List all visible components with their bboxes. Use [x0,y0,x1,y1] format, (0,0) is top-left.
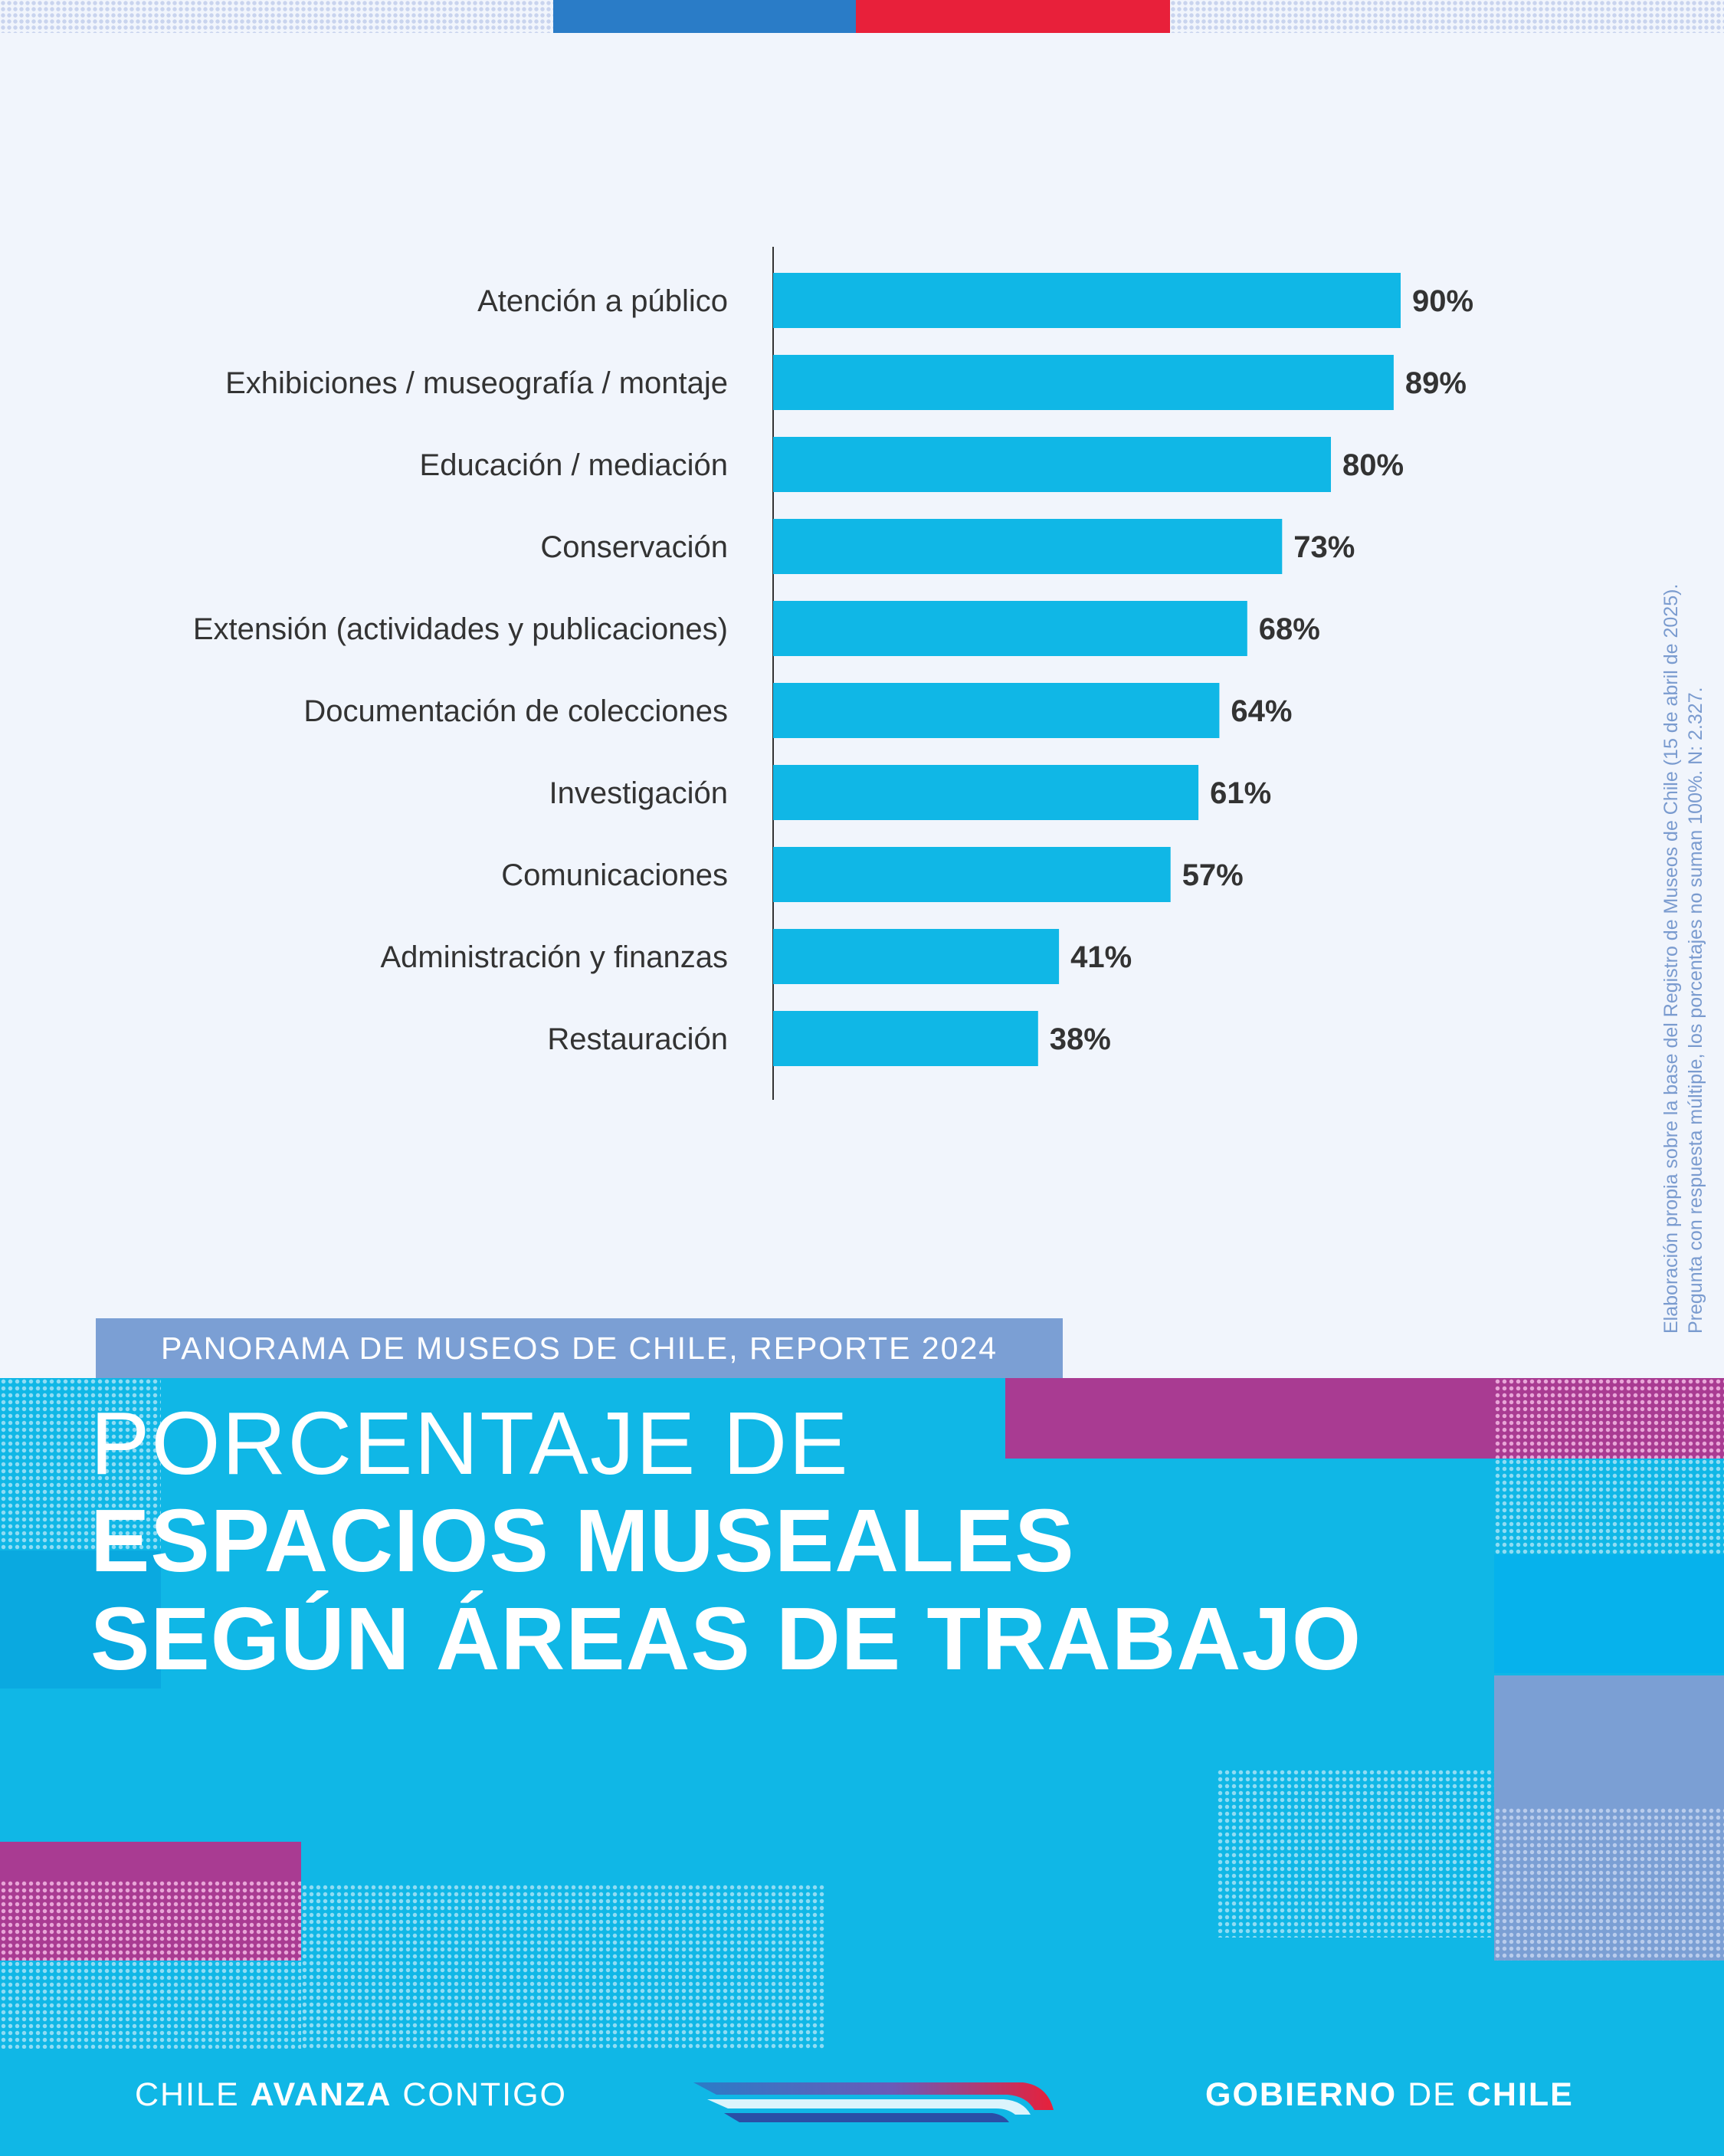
bar-7 [773,847,1171,902]
value-label-3: 73% [1293,530,1355,564]
footer-slogan-bold: AVANZA [250,2076,392,2113]
title-line1: PORCENTAJE DE [90,1393,850,1493]
bar-5 [773,683,1220,738]
deco-magenta-dotted-bottom-left [0,1880,301,1961]
deco-magenta-dotted-top [1494,1378,1724,1459]
bar-1 [773,355,1394,410]
category-label-9: Restauración [547,1022,728,1056]
value-label-2: 80% [1342,448,1404,482]
footer-slogan: CHILE AVANZA CONTIGO [135,2076,567,2114]
footer-government-mid: DE [1408,2076,1457,2113]
deco-dotted-bottom-center [301,1884,826,2049]
value-label-4: 68% [1259,612,1320,646]
category-label-4: Extensión (actividades y publicaciones) [193,612,728,646]
footer-government-bold1: GOBIERNO [1205,2076,1398,2113]
deco-dotted-left [0,1378,161,1551]
deco-magenta-top [1005,1378,1494,1459]
top-dotted-strip-left [0,0,553,33]
deco-cyan-right [1494,1554,1724,1673]
bar-6 [773,765,1199,820]
chile-logo-swoosh [693,2082,1054,2122]
value-label-5: 64% [1231,694,1292,728]
bar-9 [773,1011,1038,1066]
deco-dotted-bottom-left2 [0,1961,301,2049]
deco-lavender-dotted-right [1494,1807,1724,1961]
source-note-line2: Pregunta con respuesta múltiple, los por… [1685,687,1706,1334]
page-title: PORCENTAJE DE ESPACIOS MUSEALES SEGÚN ÁR… [90,1395,1362,1688]
bar-4 [773,601,1247,656]
deco-dotted-right [1494,1459,1724,1554]
value-label-8: 41% [1070,940,1132,974]
category-label-0: Atención a público [477,284,728,318]
value-label-7: 57% [1182,858,1244,892]
value-label-0: 90% [1412,284,1473,318]
category-label-6: Investigación [549,776,728,810]
category-label-1: Exhibiciones / museografía / montaje [225,366,728,400]
deco-cyan-left [0,1551,161,1688]
footer-government: GOBIERNO DE CHILE [1205,2076,1574,2114]
value-label-6: 61% [1210,776,1271,810]
category-label-8: Administración y finanzas [380,940,728,974]
deco-lavender-right [1494,1675,1724,1807]
flag-stripe-red [856,0,1170,33]
bar-chart: Atención a público 90% Exhibiciones / muse… [193,247,1473,1100]
value-label-9: 38% [1050,1022,1111,1056]
bar-8 [773,929,1060,984]
bar-3 [773,519,1283,574]
source-note-line1: Elaboración propia sobre la base del Reg… [1660,583,1682,1334]
report-tag: PANORAMA DE MUSEOS DE CHILE, REPORTE 202… [96,1318,1063,1378]
category-label-5: Documentación de colecciones [303,694,728,728]
footer-slogan-prefix: CHILE [135,2076,240,2113]
value-label-1: 89% [1405,366,1467,400]
category-label-3: Conservación [540,530,728,564]
deco-dotted-bottom-right [1217,1769,1494,1938]
footer-slogan-suffix: CONTIGO [402,2076,568,2113]
category-label-7: Comunicaciones [501,858,728,892]
title-line2: ESPACIOS MUSEALES [90,1491,1075,1590]
bar-2 [773,437,1331,492]
source-note: Elaboración propia sobre la base del Reg… [1659,460,1708,1334]
flag-stripe-blue [553,0,856,33]
bar-0 [773,273,1401,328]
bars-group: Atención a público 90% Exhibiciones / muse… [193,273,1473,1066]
category-label-2: Educación / mediación [420,448,728,482]
deco-magenta-bottom-left [0,1842,301,1880]
title-banner [0,1378,1724,2156]
title-line3: SEGÚN ÁREAS DE TRABAJO [90,1589,1362,1688]
top-dotted-strip-right [1170,0,1724,33]
footer-government-bold2: CHILE [1467,2076,1574,2113]
